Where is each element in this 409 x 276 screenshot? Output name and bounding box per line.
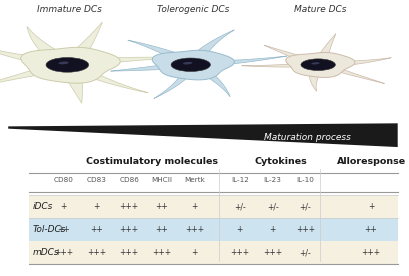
Text: +++: +++	[152, 248, 171, 257]
Text: CD83: CD83	[86, 177, 106, 182]
Text: +: +	[269, 225, 275, 234]
Ellipse shape	[310, 62, 319, 65]
Text: CD86: CD86	[119, 177, 139, 182]
Text: ++: ++	[57, 225, 70, 234]
Polygon shape	[110, 65, 160, 71]
Polygon shape	[152, 50, 234, 80]
Text: +/-: +/-	[234, 202, 245, 211]
Polygon shape	[285, 52, 354, 78]
Text: +++: +++	[54, 248, 73, 257]
Text: Tolerogenic DCs: Tolerogenic DCs	[156, 5, 228, 14]
Bar	[29, 218, 397, 241]
Text: +: +	[93, 202, 99, 211]
Polygon shape	[8, 123, 397, 147]
Polygon shape	[27, 26, 55, 52]
Bar	[29, 241, 397, 264]
Text: Tol-DCs: Tol-DCs	[33, 225, 66, 234]
Text: Costimulatory molecules: Costimulatory molecules	[85, 157, 217, 166]
Text: Mature DCs: Mature DCs	[293, 5, 345, 14]
Text: ++: ++	[90, 225, 103, 234]
Polygon shape	[76, 22, 102, 50]
Text: MHCII: MHCII	[151, 177, 172, 182]
Text: +++: +++	[87, 248, 106, 257]
Text: +++: +++	[230, 248, 249, 257]
Text: +++: +++	[119, 225, 138, 234]
Polygon shape	[67, 79, 83, 103]
Text: +/-: +/-	[266, 202, 278, 211]
Polygon shape	[319, 34, 335, 54]
Polygon shape	[264, 45, 300, 59]
Text: Mertk: Mertk	[184, 177, 204, 182]
Ellipse shape	[171, 58, 210, 71]
Text: CD80: CD80	[54, 177, 73, 182]
Text: +++: +++	[185, 225, 204, 234]
Text: +++: +++	[295, 225, 314, 234]
Text: +: +	[236, 225, 243, 234]
Text: +++: +++	[119, 248, 138, 257]
Text: +++: +++	[263, 248, 281, 257]
Text: Cytokines: Cytokines	[254, 157, 306, 166]
Text: mDCs: mDCs	[33, 248, 59, 257]
Polygon shape	[308, 75, 319, 91]
Ellipse shape	[58, 62, 69, 64]
Text: +: +	[191, 202, 198, 211]
Text: ++: ++	[155, 202, 168, 211]
Text: ++: ++	[155, 225, 168, 234]
Text: +: +	[191, 248, 198, 257]
Polygon shape	[196, 30, 234, 52]
Ellipse shape	[182, 62, 192, 64]
Polygon shape	[0, 45, 33, 62]
Polygon shape	[226, 56, 286, 64]
Text: +: +	[367, 202, 373, 211]
Polygon shape	[206, 75, 229, 97]
Text: IL-10: IL-10	[296, 177, 314, 182]
Polygon shape	[241, 64, 290, 67]
Polygon shape	[21, 47, 120, 83]
Ellipse shape	[300, 59, 335, 71]
Polygon shape	[347, 58, 390, 65]
Text: +/-: +/-	[299, 248, 310, 257]
Polygon shape	[339, 70, 384, 84]
Text: Immature DCs: Immature DCs	[37, 5, 102, 14]
Text: IL-12: IL-12	[230, 177, 248, 182]
Text: +++: +++	[361, 248, 380, 257]
Ellipse shape	[46, 57, 88, 72]
Bar	[29, 195, 397, 218]
Text: IL-23: IL-23	[263, 177, 281, 182]
Polygon shape	[0, 71, 38, 86]
Text: ++: ++	[364, 225, 377, 234]
Polygon shape	[128, 40, 175, 56]
Text: +++: +++	[119, 202, 138, 211]
Polygon shape	[108, 57, 187, 63]
Text: Alloresponse: Alloresponse	[336, 157, 405, 166]
Text: +/-: +/-	[299, 202, 310, 211]
Polygon shape	[91, 75, 148, 93]
Polygon shape	[153, 76, 187, 99]
Text: +: +	[60, 202, 67, 211]
Text: iDCs: iDCs	[33, 202, 53, 211]
Text: Maturation process: Maturation process	[263, 133, 350, 142]
